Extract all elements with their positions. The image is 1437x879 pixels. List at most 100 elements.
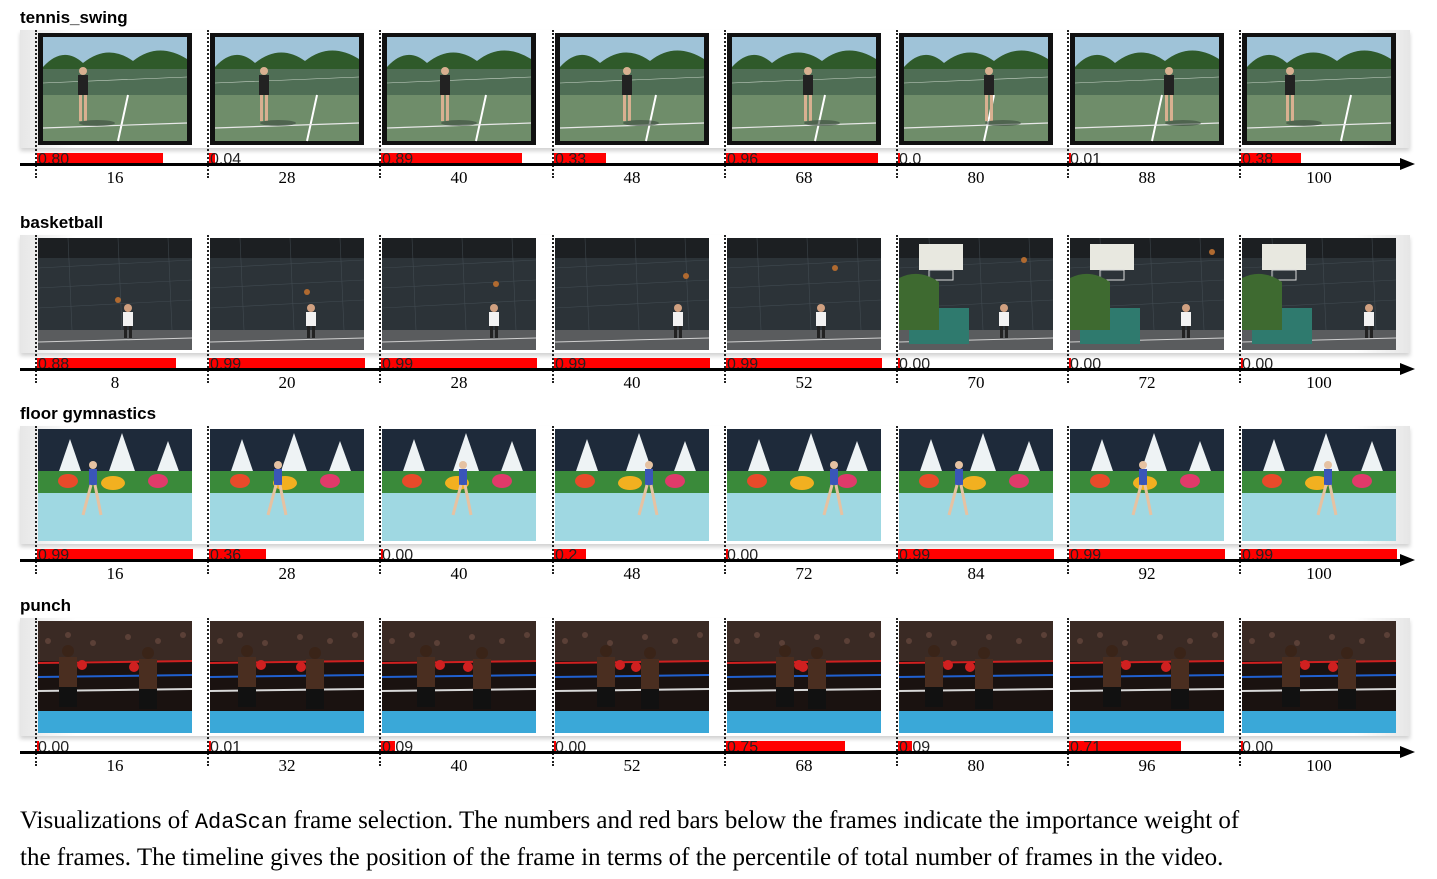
timeline-axis [20,163,1402,166]
percentile-label: 52 [795,373,813,392]
weight-value: 0.75 [727,739,759,756]
selected-frame: 0.00 [1239,618,1399,768]
frame-marker-line [35,618,37,766]
frame-thumbnail [1242,621,1396,733]
method-name: AdaScan [194,810,288,835]
action-row: basketball 0.88 8 0.99 20 0.99 28 0.99 40 0.99 52 0… [0,213,1437,407]
selected-frame: 0.89 [379,30,539,180]
frame-marker-line [1239,235,1241,383]
weight-bar [1241,153,1301,166]
frame-marker-line [1239,30,1241,178]
weight-bar [209,358,365,371]
frame-marker-line [1067,618,1069,766]
selected-frame: 0.99 [379,235,539,385]
frame-thumbnail [555,33,709,145]
weight-value: 0.38 [1242,151,1274,168]
selected-frame: 0.00 [724,426,884,576]
frame-marker-line [379,426,381,574]
action-row: punch 0.00 16 0.01 32 0.09 40 0.00 52 0.75 68 0.09 8… [0,596,1437,790]
weight-value: 0.00 [727,547,759,564]
weight-value: 0.0 [899,151,922,168]
percentile-label: 100 [1306,168,1332,187]
weight-bar [898,153,900,166]
weight-value: 0.00 [1242,356,1274,373]
percentile-label: 28 [450,373,468,392]
action-label: punch [20,596,71,615]
frame-marker-line [552,235,554,383]
frame-marker-line [35,235,37,383]
frame-thumbnail [727,621,881,733]
percentile-label: 80 [967,168,985,187]
frame-marker-line [1067,30,1069,178]
weight-bar [898,741,912,754]
percentile-label: 70 [967,373,985,392]
weight-value: 0.00 [899,356,931,373]
frame-marker-line [35,426,37,574]
action-row: tennis_swing 0.80 16 0.04 28 0.89 40 0.33 48 0.96… [0,8,1437,202]
weight-bar [1241,358,1243,371]
frame-thumbnail [555,429,709,541]
weight-value: 0.99 [727,356,759,373]
caption-line-1: Visualizations of AdaScan frame selectio… [20,803,1420,840]
weight-bar [381,741,395,754]
frame-marker-line [724,618,726,766]
selected-frame: 0.80 [35,30,195,180]
percentile-label: 32 [278,756,296,775]
weight-bar [898,358,900,371]
weight-value: 0.99 [555,356,587,373]
selected-frame: 0.99 [207,235,367,385]
weight-value: 0.01 [210,739,242,756]
frame-marker-line [379,30,381,178]
weight-bar [1069,153,1071,166]
selected-frame: 0.01 [1067,30,1227,180]
weight-bar [554,741,556,754]
weight-value: 0.36 [210,547,242,564]
timeline-axis [20,751,1402,754]
weight-value: 0.96 [727,151,759,168]
frame-marker-line [207,426,209,574]
frame-thumbnail [899,33,1053,145]
percentile-label: 40 [450,756,468,775]
frame-thumbnail [382,238,536,350]
selected-frame: 0.99 [552,235,712,385]
percentile-label: 16 [106,564,124,583]
percentile-label: 88 [1138,168,1156,187]
selected-frame: 0.75 [724,618,884,768]
frame-thumbnail [382,33,536,145]
timeline-axis [20,368,1402,371]
percentile-label: 20 [278,373,296,392]
frame-marker-line [207,618,209,766]
weight-value: 0.00 [382,547,414,564]
figure-caption: Visualizations of AdaScan frame selectio… [20,803,1420,875]
timeline-arrow-icon [1400,554,1415,566]
weight-bar [381,358,537,371]
weight-value: 0.00 [555,739,587,756]
percentile-label: 92 [1138,564,1156,583]
percentile-label: 16 [106,756,124,775]
frame-marker-line [896,235,898,383]
percentile-label: 100 [1306,373,1332,392]
weight-value: 0.00 [1070,356,1102,373]
frame-thumbnail [727,429,881,541]
frame-marker-line [1239,618,1241,766]
percentile-label: 48 [623,564,641,583]
frame-marker-line [1067,235,1069,383]
percentile-label: 28 [278,564,296,583]
weight-bar [1069,741,1181,754]
frame-marker-line [552,426,554,574]
weight-bar [381,549,383,562]
weight-bar [554,153,606,166]
frame-thumbnail [38,238,192,350]
weight-value: 0.99 [382,356,414,373]
weight-bar [1069,358,1071,371]
action-row: floor gymnastics 0.99 16 0.36 28 0.00 40 0.2 48 0… [0,404,1437,598]
frame-marker-line [379,235,381,383]
frame-thumbnail [210,238,364,350]
frame-marker-line [724,426,726,574]
weight-bar [37,153,163,166]
percentile-label: 100 [1306,564,1332,583]
selected-frame: 0.00 [552,618,712,768]
selected-frame: 0.00 [896,235,1056,385]
frame-thumbnail [899,429,1053,541]
frame-thumbnail [38,33,192,145]
